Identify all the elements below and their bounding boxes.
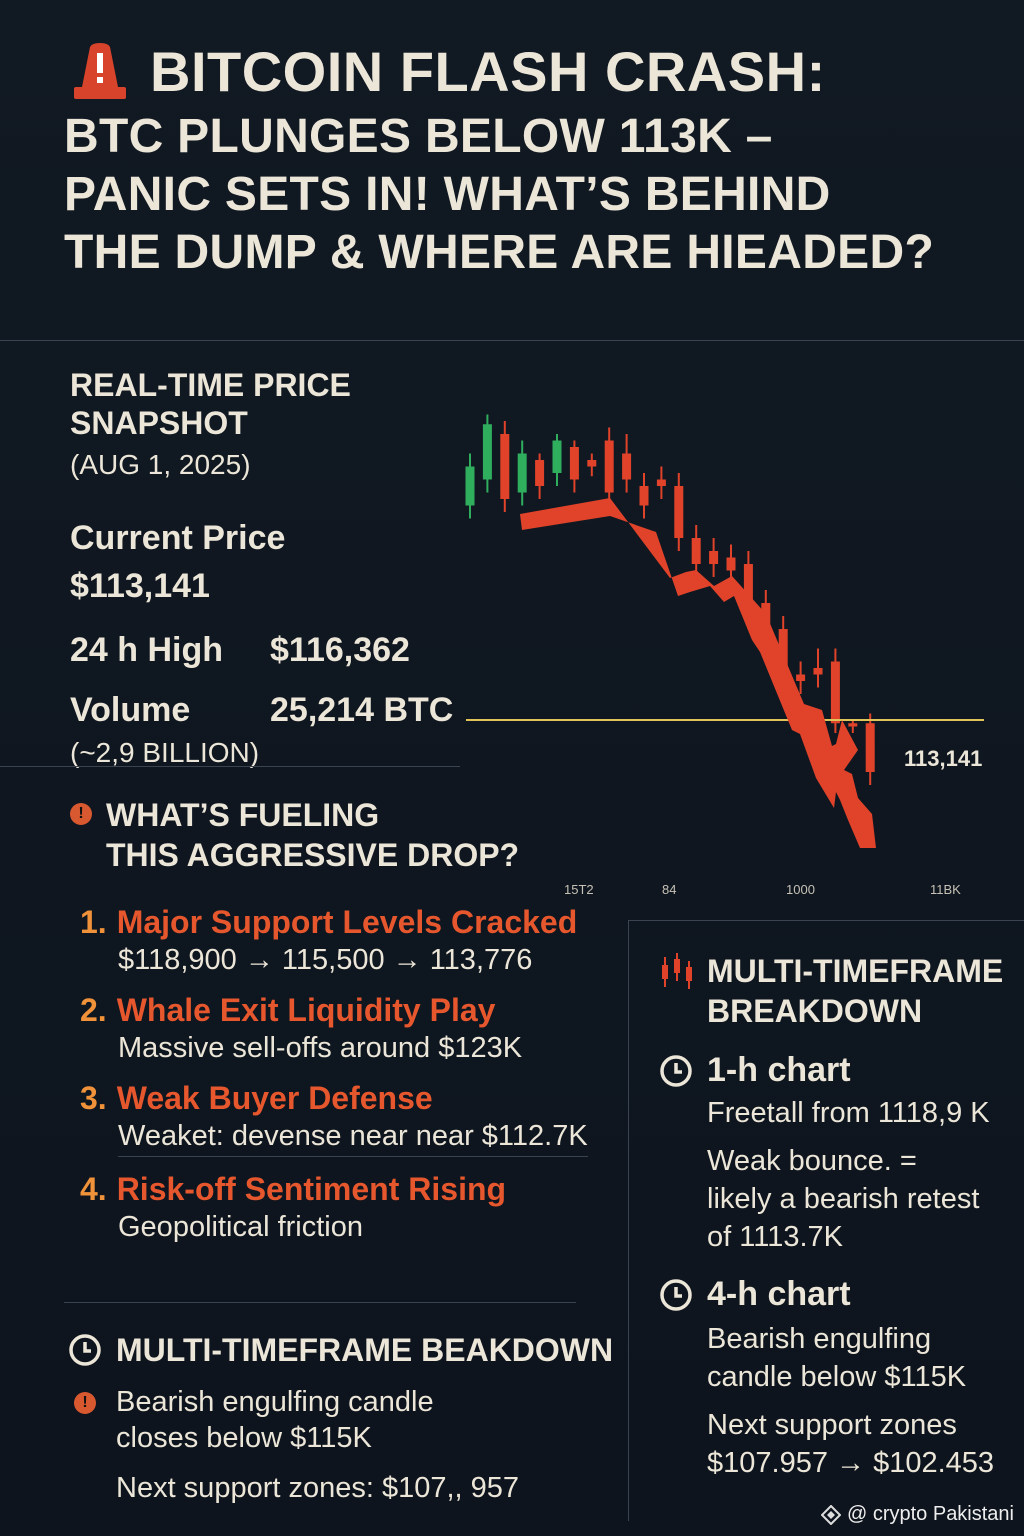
mtf-left-line3: Next support zones: $107,, 957 (116, 1472, 520, 1504)
candle (865, 723, 875, 772)
reason-title: Major Support Levels Cracked (116, 904, 578, 940)
volume-label: Volume (70, 691, 191, 729)
multi-timeframe-left: MULTI-TIMEFRAME BEAKDOWN ! Bearish engul… (68, 1330, 628, 1506)
reason-number: 1. (80, 904, 107, 940)
divider (0, 766, 460, 767)
h1-line1: Freetall from 1118,9 K (707, 1097, 990, 1129)
fueling-section: ! WHAT’S FUELING THIS AGGRESSIVE DROP? (70, 795, 590, 875)
candle (569, 447, 579, 480)
h1-line4: of 1113.7K (707, 1221, 843, 1253)
x-tick-label: 11BK (930, 882, 961, 897)
watermark: @ crypto Pakistani (820, 1503, 1014, 1526)
candle (726, 557, 736, 571)
h4-line1: Bearish engulfing (707, 1323, 932, 1355)
candle (796, 674, 806, 681)
h1-chart-title: 1-h chart (707, 1051, 851, 1089)
volume-row: Volume 25,214 BTC (70, 690, 490, 730)
reason-detail: Geopolitical friction (118, 1211, 363, 1243)
diamond-logo-icon (820, 1504, 841, 1525)
reason-detail: Massive sell-offs around $123K (118, 1032, 523, 1064)
mtf-right-title2: BREAKDOWN (707, 993, 923, 1029)
mtf-right-title1: MULTI-TIMEFRAME (707, 953, 1004, 989)
candle (465, 466, 475, 506)
x-tick-label: 15T2 (564, 882, 594, 897)
reason-title: Whale Exit Liquidity Play (116, 992, 496, 1028)
candlestick-icon (662, 953, 692, 989)
reason-number: 3. (80, 1080, 107, 1116)
candle (709, 551, 719, 564)
volume-note: (~2,9 BILLION) (70, 737, 260, 768)
reasons-list: 1. Major Support Levels Cracked $118,900 … (80, 902, 620, 1257)
candle (604, 440, 614, 493)
reason-detail: Weaket: devense near near $112.7K (118, 1118, 588, 1157)
headline-line3: PANIC SETS IN! WHAT’S BEHIND (64, 168, 831, 221)
snapshot-title: REAL-TIME PRICE SNAPSHOT (70, 367, 351, 441)
current-price-value: $113,141 (70, 567, 210, 605)
reason-title: Risk-off Sentiment Rising (116, 1171, 507, 1207)
h4-chart-title: 4-h chart (707, 1275, 851, 1313)
x-tick-label: 84 (662, 882, 676, 897)
candle (587, 460, 597, 467)
alarm-icon (74, 43, 126, 99)
divider (0, 340, 1024, 341)
mtf-left-title: MULTI-TIMEFRAME BEAKDOWN (116, 1332, 614, 1368)
high-value: $116,362 (270, 631, 410, 669)
reason-item: 2. Whale Exit Liquidity Play Massive sell… (80, 990, 620, 1066)
clock-icon (660, 1278, 692, 1311)
candle (691, 538, 701, 564)
clock-icon (660, 1054, 692, 1087)
candle (743, 564, 753, 616)
high-row: 24 h High $116,362 (70, 630, 490, 670)
candle (517, 453, 527, 493)
candle (778, 629, 788, 668)
candle (500, 434, 510, 499)
alert-icon: ! (74, 1392, 96, 1414)
candles (465, 414, 875, 785)
candle (848, 723, 858, 727)
price-label: 113,141 (904, 746, 982, 771)
h4-line2: candle below $115K (707, 1361, 967, 1393)
candle (830, 661, 840, 724)
candle (535, 460, 545, 486)
headline: BITCOIN FLASH CRASH: BTC PLUNGES BELOW 1… (64, 40, 1014, 282)
high-label: 24 h High (70, 631, 224, 669)
h1-line2: Weak bounce. = (707, 1145, 917, 1177)
reason-number: 4. (80, 1171, 107, 1207)
reason-number: 2. (80, 992, 107, 1028)
divider (64, 1302, 576, 1303)
candle (656, 479, 666, 486)
reason-item: 4. Risk-off Sentiment Rising Geopolitical… (80, 1169, 620, 1245)
candle (639, 486, 649, 506)
x-tick-label: 1000 (786, 882, 815, 897)
mtf-left-line1: Bearish engulfing candle (116, 1386, 434, 1418)
alert-icon: ! (70, 803, 92, 825)
price-snapshot: REAL-TIME PRICE SNAPSHOT (AUG 1, 2025) C… (70, 366, 490, 770)
headline-line2: BTC PLUNGES BELOW 113K – (64, 110, 773, 163)
reason-item: 3. Weak Buyer Defense Weaket: devense nea… (80, 1078, 620, 1157)
h4-line3: Next support zones (707, 1409, 957, 1441)
candle (552, 440, 562, 473)
current-price-label: Current Price (70, 519, 286, 557)
h4-line4: $107.957 → $102.453 (707, 1447, 995, 1479)
clock-icon (69, 1334, 101, 1366)
candle (622, 453, 632, 480)
reason-item: 1. Major Support Levels Cracked $118,900 … (80, 902, 620, 978)
reason-title: Weak Buyer Defense (116, 1080, 433, 1116)
volume-value: 25,214 BTC (270, 691, 454, 729)
multi-timeframe-right: MULTI-TIMEFRAME BREAKDOWN 1-h chart Free… (628, 920, 1024, 1521)
h1-line3: likely a bearish retest (707, 1183, 980, 1215)
headline-line1: BITCOIN FLASH CRASH: (150, 40, 826, 103)
fueling-line2: THIS AGGRESSIVE DROP? (106, 837, 520, 873)
candle (674, 486, 684, 538)
headline-line4: THE DUMP & WHERE ARE HIEADED? (64, 226, 935, 279)
snapshot-date: (AUG 1, 2025) (70, 449, 251, 480)
mtf-left-line2: closes below $115K (116, 1422, 372, 1454)
price-chart: 113,141 15T2 84 1000 11BK (465, 414, 984, 897)
candle (813, 668, 823, 675)
reason-detail: $118,900 → 115,500 → 113,776 (118, 944, 533, 976)
watermark-text: @ crypto Pakistani (846, 1503, 1014, 1525)
candle (482, 424, 492, 480)
fueling-line1: WHAT’S FUELING (106, 797, 380, 833)
